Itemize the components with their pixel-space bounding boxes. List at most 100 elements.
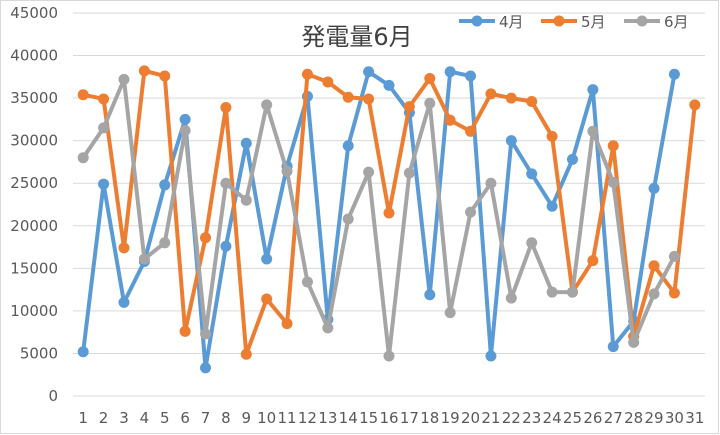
data-point <box>444 114 456 126</box>
data-point <box>526 237 538 249</box>
data-point <box>505 135 517 147</box>
x-tick-label: 27 <box>604 409 623 427</box>
data-point <box>648 288 660 300</box>
legend-swatch-marker <box>636 15 648 27</box>
x-tick-label: 25 <box>563 409 582 427</box>
data-point <box>77 89 89 101</box>
legend-label: 5月 <box>581 13 606 31</box>
data-point <box>526 168 538 180</box>
data-point <box>179 325 191 337</box>
data-point <box>118 242 130 254</box>
x-tick-label: 21 <box>481 409 500 427</box>
series-3 <box>77 73 680 362</box>
data-point <box>159 179 171 191</box>
y-tick-label: 10000 <box>10 302 58 320</box>
y-tick-label: 25000 <box>10 174 58 192</box>
data-point <box>424 97 436 109</box>
data-point <box>383 79 395 91</box>
data-point <box>546 200 558 212</box>
x-tick-label: 26 <box>583 409 602 427</box>
data-point <box>424 289 436 301</box>
data-point <box>261 293 273 305</box>
data-point <box>505 92 517 104</box>
y-axis-ticks: 0 5000 10000 15000 20000 25000 30000 35000 40000… <box>10 4 58 405</box>
data-point <box>546 130 558 142</box>
data-point <box>485 350 497 362</box>
data-point <box>363 66 375 78</box>
data-point <box>546 286 558 298</box>
data-point <box>98 178 110 190</box>
data-point <box>607 176 619 188</box>
data-point <box>689 99 701 111</box>
data-point <box>465 206 477 218</box>
x-tick-label: 18 <box>420 409 439 427</box>
y-tick-label: 20000 <box>10 217 58 235</box>
series-2 <box>77 65 701 360</box>
x-tick-label: 23 <box>522 409 541 427</box>
data-point <box>200 362 212 374</box>
x-tick-label: 8 <box>221 409 231 427</box>
x-tick-label: 6 <box>180 409 190 427</box>
data-point <box>261 253 273 265</box>
data-point <box>200 328 212 340</box>
x-tick-label: 12 <box>298 409 317 427</box>
data-point <box>77 346 89 358</box>
data-point <box>403 101 415 113</box>
data-point <box>403 167 415 179</box>
data-point <box>668 250 680 262</box>
data-point <box>587 255 599 267</box>
data-point <box>179 124 191 136</box>
data-point <box>342 91 354 103</box>
data-point <box>648 260 660 272</box>
legend-item: 5月 <box>541 13 606 31</box>
legend-label: 6月 <box>664 13 689 31</box>
data-point <box>342 213 354 225</box>
data-point <box>179 113 191 125</box>
data-point <box>587 84 599 96</box>
data-point <box>383 207 395 219</box>
data-point <box>526 96 538 108</box>
x-tick-label: 24 <box>543 409 562 427</box>
x-tick-label: 9 <box>242 409 252 427</box>
data-point <box>118 296 130 308</box>
data-point <box>118 73 130 85</box>
data-point <box>220 177 232 189</box>
data-point <box>138 65 150 77</box>
data-point <box>220 240 232 252</box>
data-point <box>322 322 334 334</box>
data-point <box>281 318 293 330</box>
data-point <box>424 73 436 85</box>
legend-swatch-marker <box>471 15 483 27</box>
data-point <box>138 253 150 265</box>
y-tick-label: 45000 <box>10 4 58 22</box>
y-tick-label: 0 <box>48 387 58 405</box>
data-point <box>220 101 232 113</box>
data-point <box>159 237 171 249</box>
data-point <box>322 76 334 88</box>
x-tick-label: 19 <box>441 409 460 427</box>
legend-label: 4月 <box>499 13 524 31</box>
data-point <box>383 350 395 362</box>
x-tick-label: 2 <box>99 409 109 427</box>
data-point <box>505 292 517 304</box>
data-point <box>668 287 680 299</box>
y-tick-label: 35000 <box>10 89 58 107</box>
data-point <box>444 66 456 78</box>
data-point <box>485 88 497 100</box>
series-line <box>81 77 677 358</box>
data-point <box>98 122 110 134</box>
data-point <box>240 348 252 360</box>
x-tick-label: 20 <box>461 409 480 427</box>
data-point <box>301 68 313 80</box>
data-point <box>465 125 477 137</box>
data-point <box>566 153 578 165</box>
x-tick-label: 13 <box>318 409 337 427</box>
x-tick-label: 3 <box>119 409 129 427</box>
series-lines <box>77 65 701 374</box>
x-tick-label: 16 <box>379 409 398 427</box>
data-point <box>77 152 89 164</box>
y-tick-label: 15000 <box>10 259 58 277</box>
x-tick-label: 28 <box>624 409 643 427</box>
x-tick-label: 31 <box>685 409 704 427</box>
x-tick-label: 4 <box>140 409 150 427</box>
